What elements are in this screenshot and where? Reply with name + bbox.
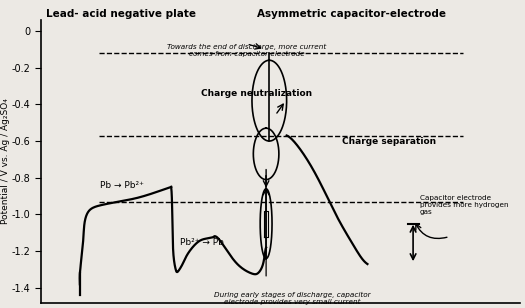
- Y-axis label: Potential / V vs. Ag / Ag₂SO₄: Potential / V vs. Ag / Ag₂SO₄: [2, 98, 10, 224]
- Text: Charge neutralization: Charge neutralization: [201, 89, 312, 98]
- Text: Capacitor electrode
provides more hydrogen
gas: Capacitor electrode provides more hydrog…: [420, 195, 508, 215]
- Text: Lead- acid negative plate: Lead- acid negative plate: [46, 9, 196, 19]
- Text: Pb → Pb²⁺: Pb → Pb²⁺: [100, 180, 144, 190]
- Text: Asymmetric capacitor-electrode: Asymmetric capacitor-electrode: [257, 9, 446, 19]
- Text: Towards the end of discharge, more current
comes from capacitor electrode: Towards the end of discharge, more curre…: [167, 44, 326, 57]
- Text: Charge separation: Charge separation: [342, 136, 436, 146]
- Text: During early stages of discharge, capacitor
electrode provides very small curren: During early stages of discharge, capaci…: [214, 292, 371, 305]
- Text: Pb²⁺ → Pb: Pb²⁺ → Pb: [180, 237, 224, 246]
